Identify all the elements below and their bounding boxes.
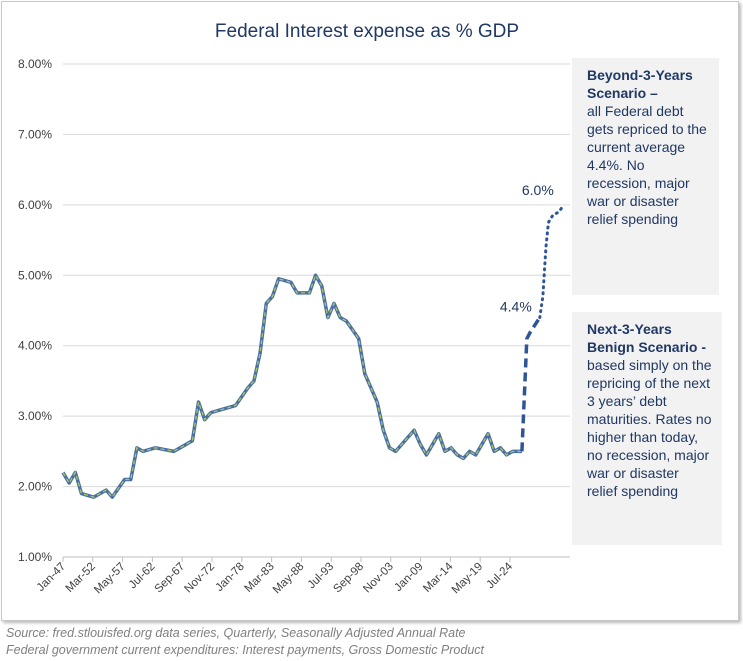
series-line-next-3-years [520,316,542,452]
y-tick-label: 4.00% [18,339,52,353]
y-tick-label: 3.00% [18,409,52,423]
series-line-historical [61,273,522,499]
y-tick-label: 7.00% [18,127,52,141]
beyond-note-body: all Federal debt gets repriced to the cu… [587,103,707,227]
x-tick-label: Jul-24 [484,560,515,591]
y-tick-label: 1.00% [18,550,52,564]
x-tick-label: Jan-78 [214,561,247,594]
y-tick-label: 2.00% [18,480,52,494]
x-tick-label: Nov-72 [182,561,217,596]
x-tick-label: Sep-98 [331,561,366,596]
y-tick-label: 8.00% [18,57,52,71]
x-tick-label: Nov-03 [361,561,396,596]
next-scenario-note: Next-3-Years Benign Scenario - based sim… [572,312,722,545]
series-line-historical-overlay [62,273,522,499]
x-tick-label: Sep-67 [153,561,188,596]
next-note-title: Next-3-Years Benign Scenario - [587,321,707,355]
beyond-note-title: Beyond-3-Years Scenario – [587,67,693,101]
x-tick-label: Jan-09 [392,561,425,594]
source-line-2: Federal government current expenditures:… [6,643,484,657]
line-chart: Federal Interest expense as % GDP 1.00% 2… [18,21,570,597]
data-label: 6.0% [522,182,554,198]
x-tick-label: May-19 [450,561,486,597]
chart-title: Federal Interest expense as % GDP [215,21,519,42]
y-tick-label: 6.00% [18,198,52,212]
data-label: 4.4% [500,299,532,315]
beyond-scenario-note: Beyond-3-Years Scenario – all Federal de… [572,58,719,295]
x-tick-label: May-57 [92,561,128,597]
x-tick-label: May-88 [271,561,307,597]
series-line-beyond-3-years [538,203,566,320]
next-note-body: based simply on the repricing of the nex… [587,357,712,499]
x-tick-label: Jan-47 [35,561,68,594]
y-tick-label: 5.00% [18,268,52,282]
source-line-1: Source: fred.stlouisfed.org data series,… [6,626,466,640]
